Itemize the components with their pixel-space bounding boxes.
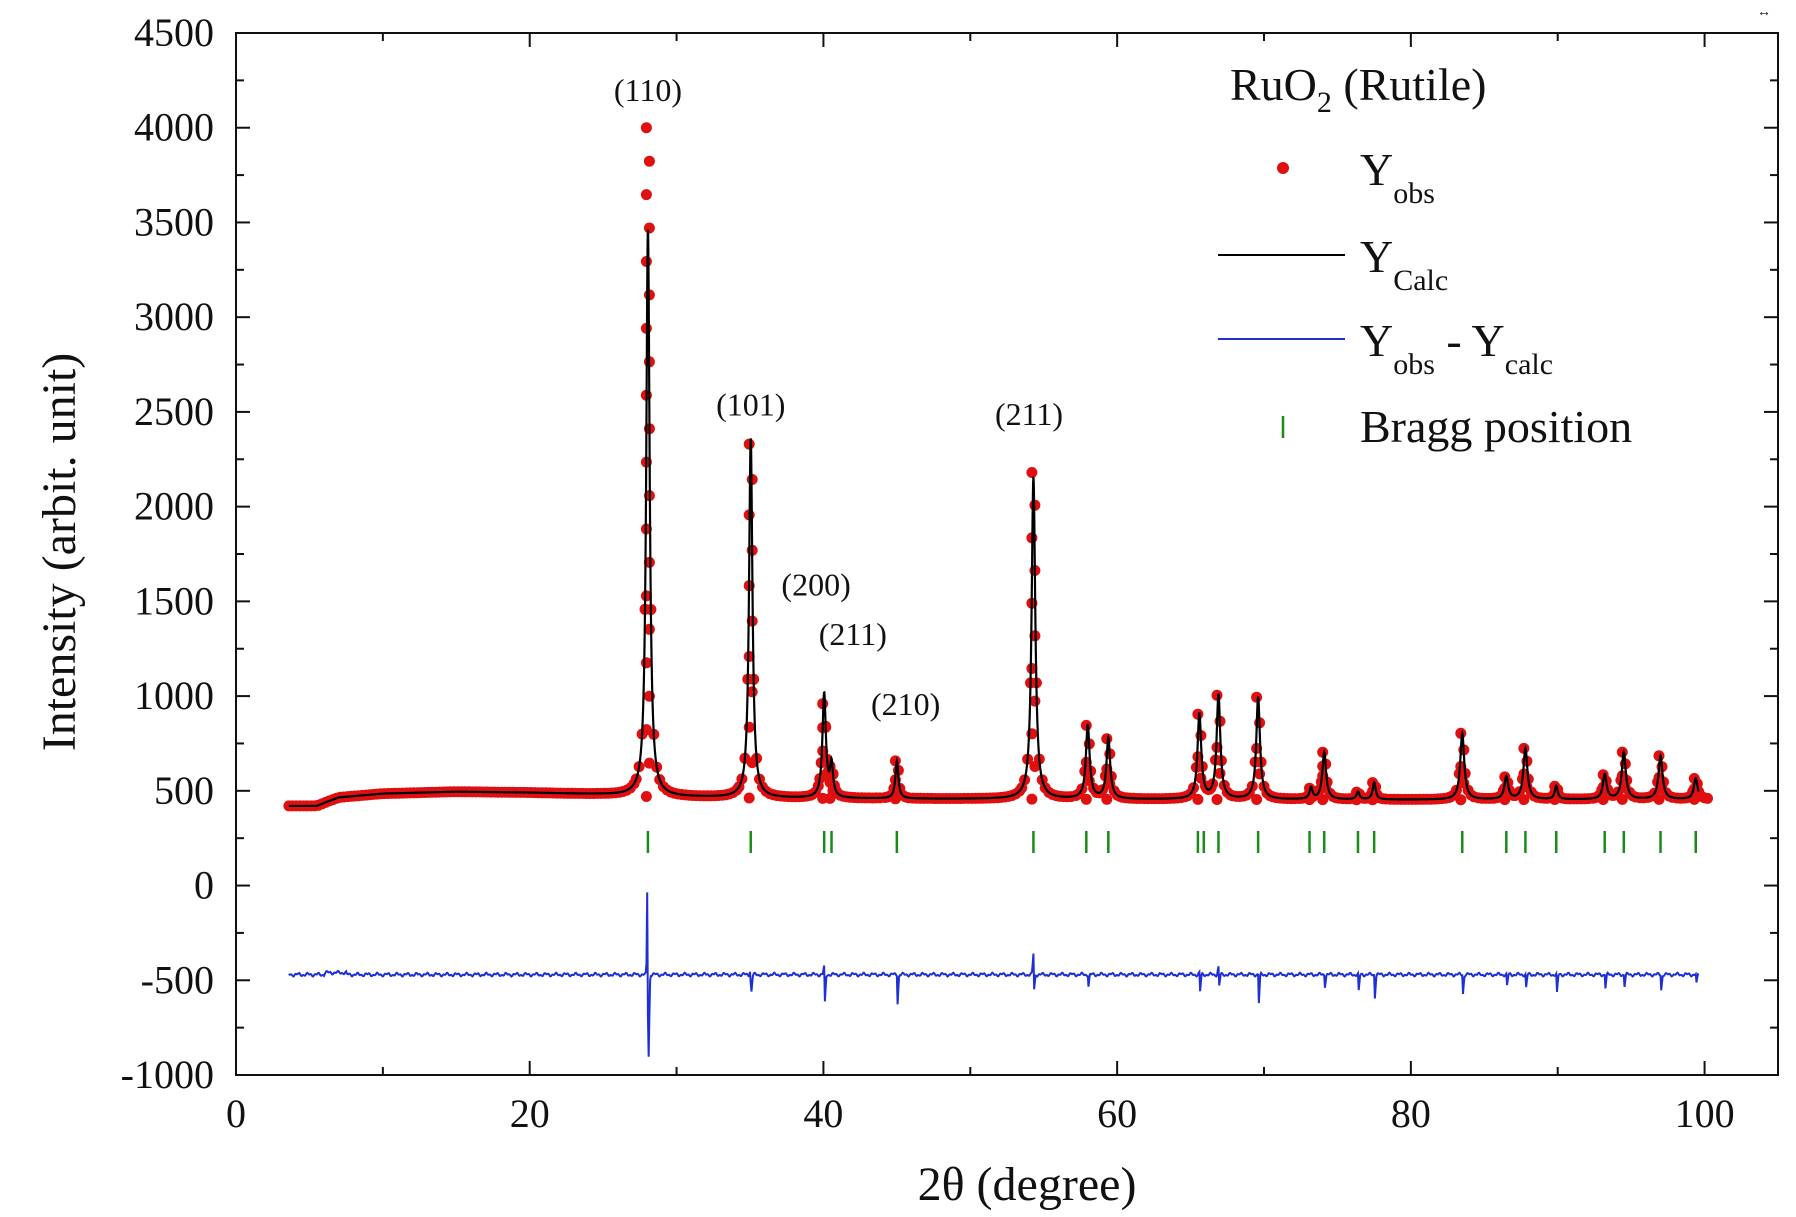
series-calculated <box>288 229 1700 808</box>
legend-title: RuO2 (Rutile) <box>1230 59 1486 119</box>
legend-obs-label: Yobs <box>1360 144 1435 210</box>
obs-point <box>640 189 652 201</box>
y-tick-label: 3500 <box>134 199 214 244</box>
axes: 0 20 40 60 80 100 -1000 -500 0 500 1000 1500 2000 250… <box>121 10 1779 1136</box>
peak-label: (211) <box>819 616 887 652</box>
x-tick-label: 60 <box>1097 1091 1137 1136</box>
resize-glyph: ↔ <box>1757 5 1771 20</box>
y-tick-label: 1000 <box>134 673 214 718</box>
peak-label: (211) <box>995 396 1063 432</box>
x-tick-label: 0 <box>226 1091 246 1136</box>
legend-diff-label: Yobs - Ycalc <box>1360 315 1553 381</box>
series-observed <box>283 122 1713 812</box>
y-tick-label: 4000 <box>134 105 214 150</box>
legend-obs-marker <box>1277 162 1289 174</box>
obs-point <box>1026 663 1038 674</box>
obs-point <box>640 657 652 669</box>
y-tick-label: 500 <box>154 768 214 813</box>
peak-annotations: (110) (101) (200) (211) (210) (211) <box>614 72 1063 722</box>
legend-calc-label: YCalc <box>1360 231 1448 297</box>
plot-area <box>283 122 1713 1057</box>
peak-label: (101) <box>716 387 785 423</box>
y-tick-label: 2000 <box>134 484 214 529</box>
obs-point <box>1251 794 1263 805</box>
obs-point <box>640 122 652 134</box>
y-tick-label: -1000 <box>121 1052 214 1097</box>
y-tick-label: 0 <box>194 863 214 908</box>
obs-point <box>640 791 652 802</box>
x-tick-label: 40 <box>803 1091 843 1136</box>
x-tick-label: 80 <box>1391 1091 1431 1136</box>
y-tick-label: 4500 <box>134 10 214 55</box>
obs-point <box>1192 793 1204 805</box>
y-axis-title: Intensity (arbit. unit) <box>33 353 86 752</box>
obs-point <box>1211 794 1223 805</box>
x-tick-label: 100 <box>1675 1091 1735 1136</box>
y-tick-label: 3000 <box>134 294 214 339</box>
legend: RuO2 (Rutile) Yobs YCalc Yobs - Ycalc Br… <box>1218 59 1632 452</box>
obs-point <box>743 792 755 804</box>
series-difference <box>288 892 1700 1057</box>
obs-point <box>1026 793 1038 805</box>
y-tick-label: 1500 <box>134 578 214 623</box>
peak-label: (110) <box>614 72 682 108</box>
peak-label: (210) <box>871 686 940 722</box>
obs-point <box>1702 792 1713 804</box>
obs-point <box>743 438 755 450</box>
x-axis-title: 2θ (degree) <box>918 1158 1137 1211</box>
y-tick-label: 2500 <box>134 389 214 434</box>
obs-point <box>643 222 655 234</box>
plot-frame <box>235 32 1779 1076</box>
y-tick-label: -500 <box>141 957 214 1002</box>
peak-label: (200) <box>781 567 850 603</box>
obs-point <box>640 590 652 602</box>
obs-point <box>643 155 655 167</box>
series-bragg <box>646 830 1698 853</box>
obs-point <box>1101 793 1113 805</box>
x-tick-label: 20 <box>510 1091 550 1136</box>
obs-point <box>1026 467 1038 478</box>
legend-bragg-label: Bragg position <box>1360 401 1632 452</box>
